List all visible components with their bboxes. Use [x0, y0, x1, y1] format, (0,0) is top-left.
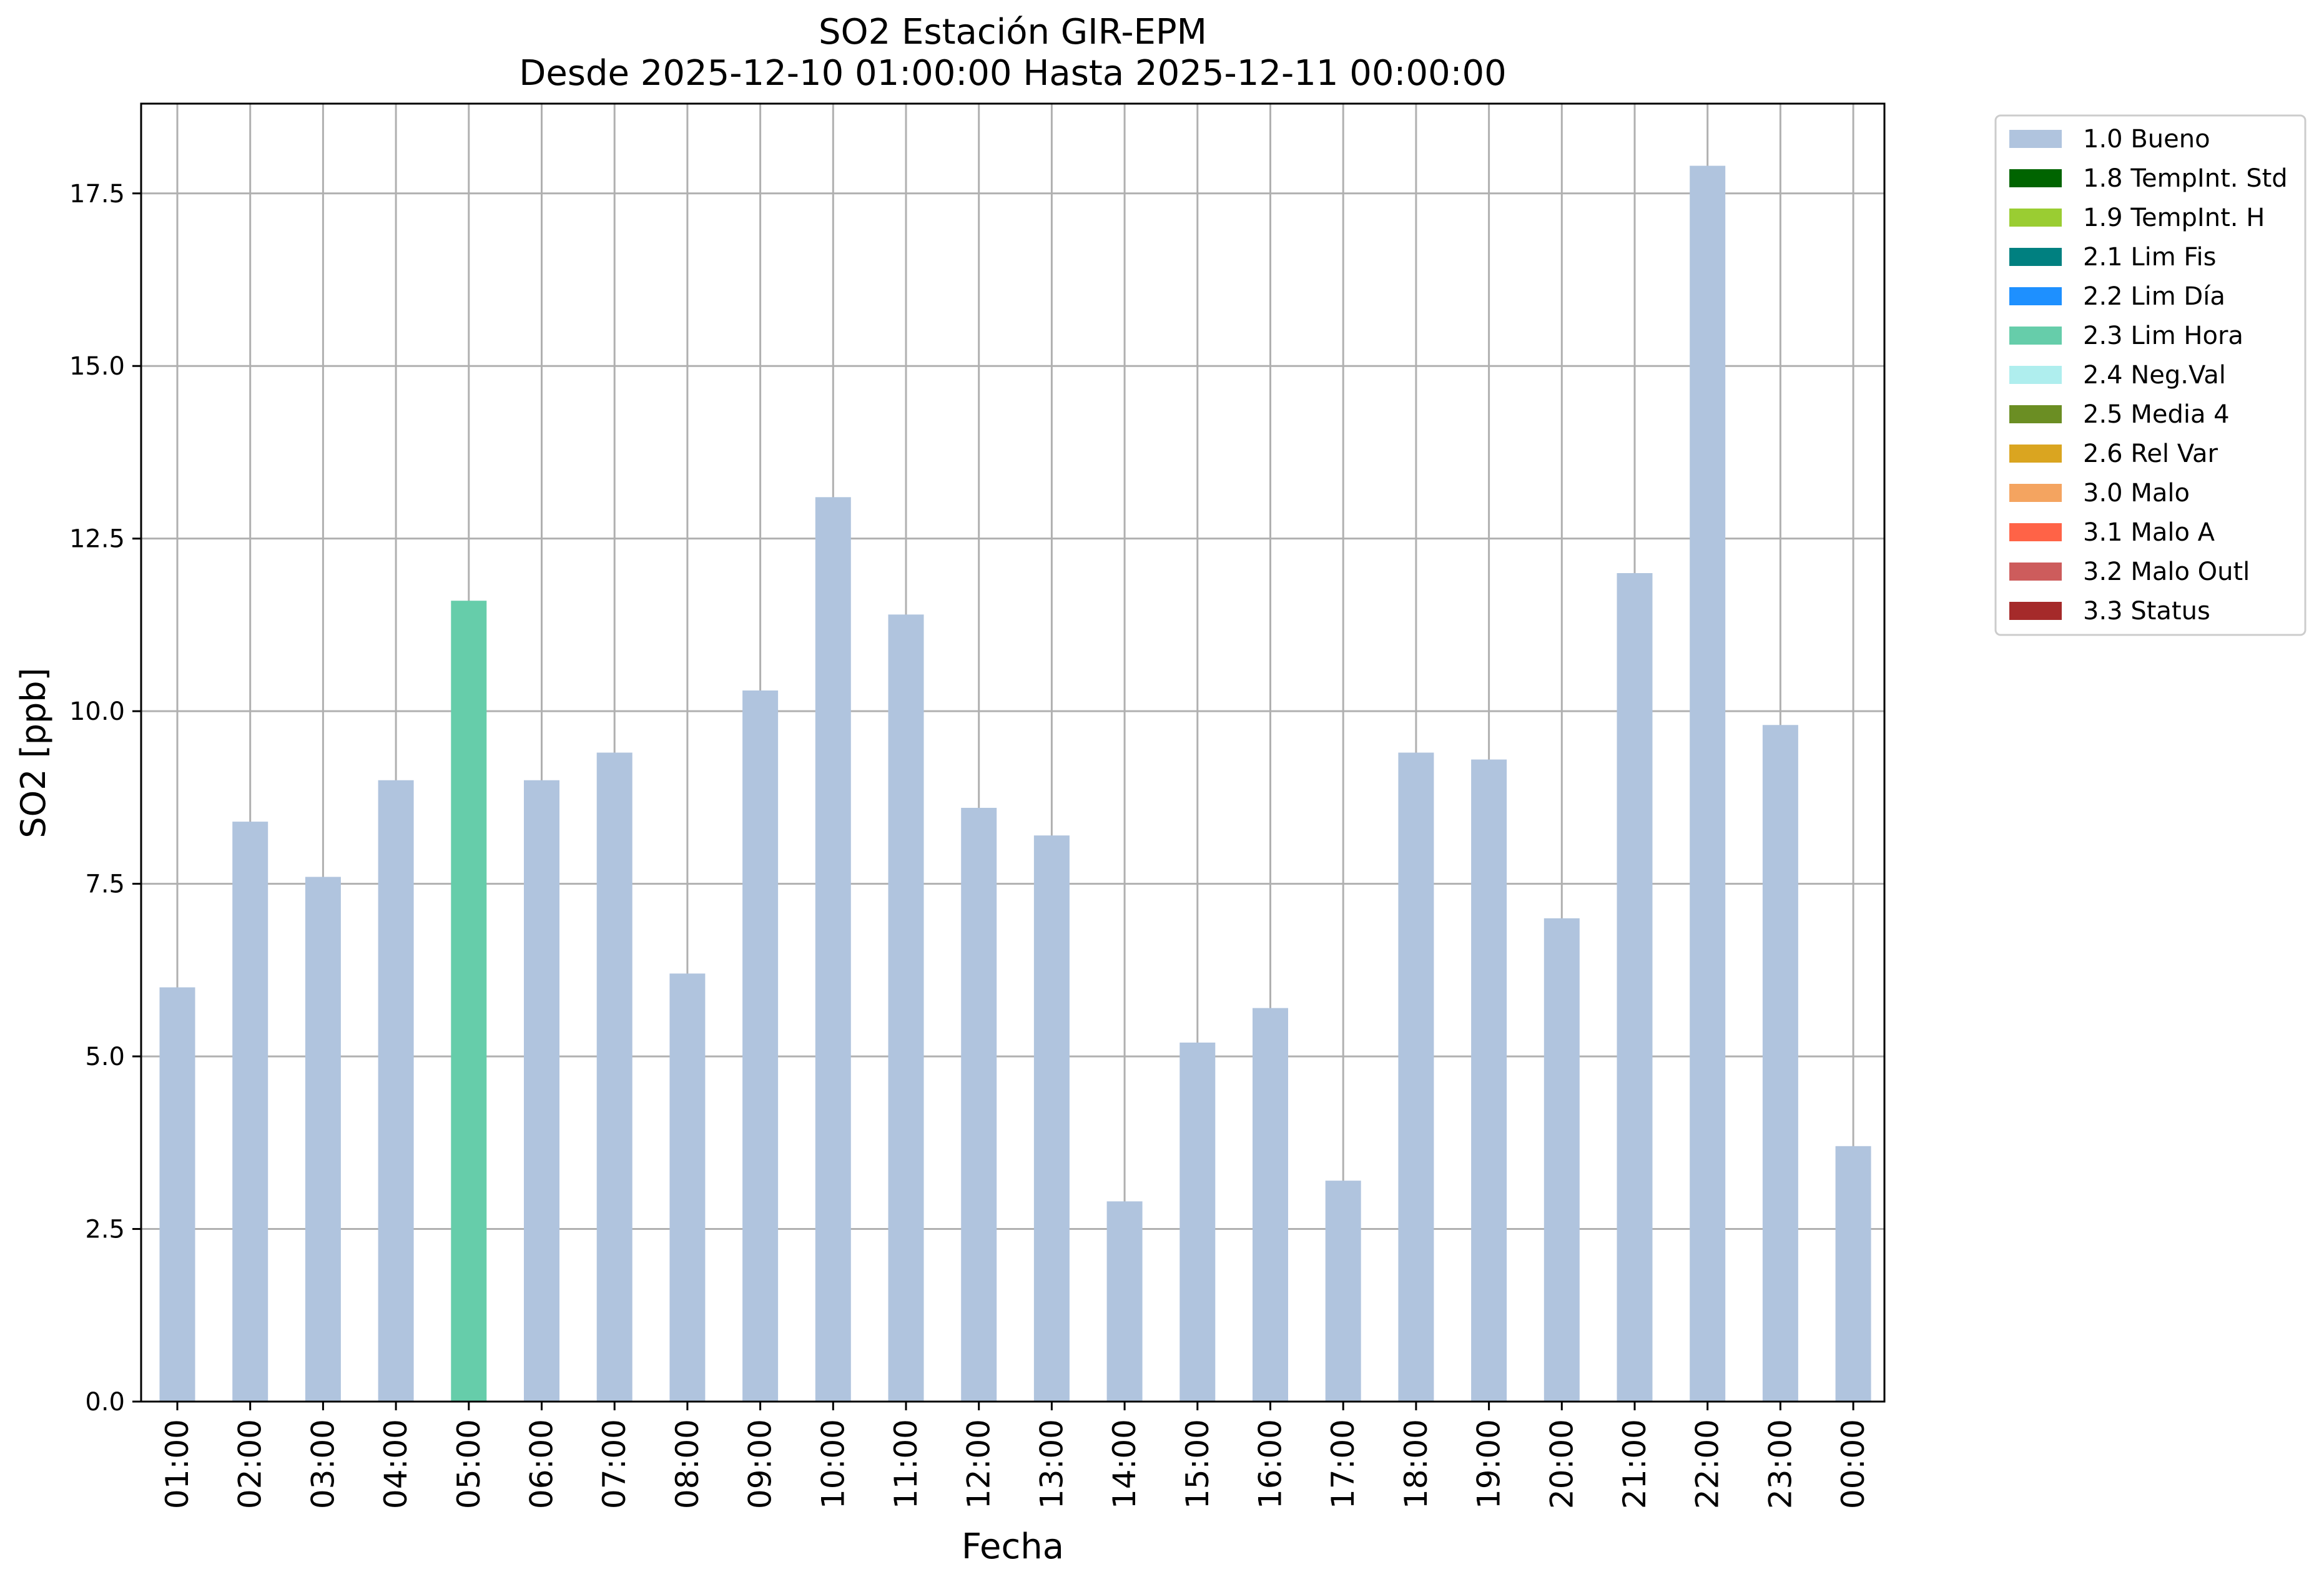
legend-label: 2.2 Lim Día: [2083, 282, 2225, 311]
x-tick-label: 07:00: [596, 1419, 633, 1509]
legend-swatch: [2009, 287, 2062, 305]
y-axis: 0.0 2.5 5.0 7.5 10.0 12.5 15.0 17.5: [69, 180, 141, 1417]
y-tick-label: 10.0: [69, 697, 125, 726]
legend-label: 1.8 TempInt. Std: [2083, 164, 2288, 193]
chart-title: SO2 Estación GIR-EPM: [819, 12, 1207, 52]
bar-2200: [1690, 165, 1726, 1402]
x-tick-label: 09:00: [742, 1419, 779, 1509]
x-tick-label: 11:00: [888, 1419, 924, 1509]
legend-label: 2.1 Lim Fis: [2083, 243, 2216, 272]
x-tick-label: 01:00: [159, 1419, 195, 1509]
bar-2300: [1762, 725, 1798, 1402]
x-tick-label: 23:00: [1762, 1419, 1798, 1509]
bar-1300: [1033, 835, 1070, 1402]
legend-swatch: [2009, 405, 2062, 423]
legend-swatch: [2009, 209, 2062, 227]
legend-swatch: [2009, 327, 2062, 345]
y-tick-label: 0.0: [85, 1388, 125, 1417]
y-axis-label: SO2 [ppb]: [14, 667, 53, 838]
x-tick-label: 17:00: [1325, 1419, 1361, 1509]
x-tick-label: 00:00: [1835, 1419, 1871, 1509]
x-axis-label: Fecha: [962, 1526, 1064, 1567]
x-tick-label: 13:00: [1033, 1419, 1070, 1509]
x-tick-label: 14:00: [1106, 1419, 1143, 1509]
legend-swatch: [2009, 445, 2062, 463]
bar-1100: [888, 614, 924, 1402]
legend-label: 3.0 Malo: [2083, 479, 2190, 508]
bar-1800: [1398, 752, 1434, 1402]
bar-0200: [232, 822, 268, 1402]
y-tick-label: 2.5: [85, 1216, 125, 1244]
legend-swatch: [2009, 248, 2062, 266]
legend-label: 2.3 Lim Hora: [2083, 322, 2243, 350]
x-tick-label: 04:00: [378, 1419, 414, 1509]
legend-swatch: [2009, 563, 2062, 581]
x-tick-label: 10:00: [815, 1419, 851, 1509]
bar-0900: [742, 690, 779, 1402]
x-tick-label: 05:00: [451, 1419, 487, 1509]
legend-swatch: [2009, 523, 2062, 541]
y-tick-label: 15.0: [69, 352, 125, 381]
legend-label: 3.2 Malo Outl: [2083, 558, 2250, 586]
legend-swatch: [2009, 484, 2062, 502]
y-tick-label: 7.5: [85, 870, 125, 899]
bar-2100: [1617, 572, 1653, 1402]
x-tick-label: 16:00: [1253, 1419, 1289, 1509]
x-tick-label: 20:00: [1544, 1419, 1580, 1509]
legend-swatch: [2009, 602, 2062, 620]
bar-0000: [1835, 1146, 1871, 1402]
x-tick-label: 21:00: [1617, 1419, 1653, 1509]
legend-swatch: [2009, 169, 2062, 187]
x-tick-label: 19:00: [1471, 1419, 1507, 1509]
legend-label: 3.1 Malo A: [2083, 518, 2215, 547]
bar-0400: [378, 780, 414, 1402]
legend-box: [1994, 114, 2307, 636]
x-tick-label: 08:00: [669, 1419, 706, 1509]
bar-0800: [669, 973, 706, 1402]
bar-0500: [451, 601, 487, 1402]
bar-0300: [305, 877, 341, 1402]
x-tick-label: 03:00: [305, 1419, 341, 1509]
bar-1700: [1325, 1181, 1361, 1402]
legend-label: 3.3 Status: [2083, 597, 2210, 626]
bar-2000: [1544, 918, 1580, 1402]
legend: 1.0 Bueno 1.8 TempInt. Std 1.9 TempInt. H 2…: [1994, 114, 2307, 636]
legend-swatch: [2009, 130, 2062, 148]
x-axis: 01:00 02:00 03:00 04:00 05:00 06:00 07:00 08:00…: [159, 1402, 1871, 1509]
legend-label: 2.5 Media 4: [2083, 400, 2230, 429]
x-tick-label: 02:00: [232, 1419, 268, 1509]
legend-label: 2.4 Neg.Val: [2083, 361, 2226, 390]
legend-swatch: [2009, 366, 2062, 384]
y-tick-label: 12.5: [69, 525, 125, 554]
x-tick-label: 12:00: [961, 1419, 997, 1509]
bar-1400: [1106, 1201, 1143, 1402]
legend-label: 2.6 Rel Var: [2083, 440, 2218, 468]
bar-0700: [596, 752, 633, 1402]
bar-1000: [815, 497, 851, 1402]
bar-0600: [524, 780, 559, 1402]
x-tick-label: 22:00: [1690, 1419, 1726, 1509]
y-tick-label: 17.5: [69, 180, 125, 209]
bar-1900: [1471, 759, 1507, 1402]
chart-subtitle: Desde 2025-12-10 01:00:00 Hasta 2025-12-…: [519, 53, 1507, 94]
x-tick-label: 06:00: [524, 1419, 560, 1509]
legend-label: 1.0 Bueno: [2083, 125, 2210, 154]
y-tick-label: 5.0: [85, 1043, 125, 1071]
bars: [159, 165, 1871, 1402]
x-tick-label: 15:00: [1179, 1419, 1216, 1509]
x-tick-label: 18:00: [1398, 1419, 1434, 1509]
bar-1200: [961, 807, 997, 1402]
bar-1500: [1179, 1042, 1216, 1402]
bar-1600: [1253, 1008, 1288, 1402]
plot-frame: [140, 102, 1886, 1403]
legend-label: 1.9 TempInt. H: [2083, 204, 2265, 232]
bar-0100: [159, 987, 195, 1402]
